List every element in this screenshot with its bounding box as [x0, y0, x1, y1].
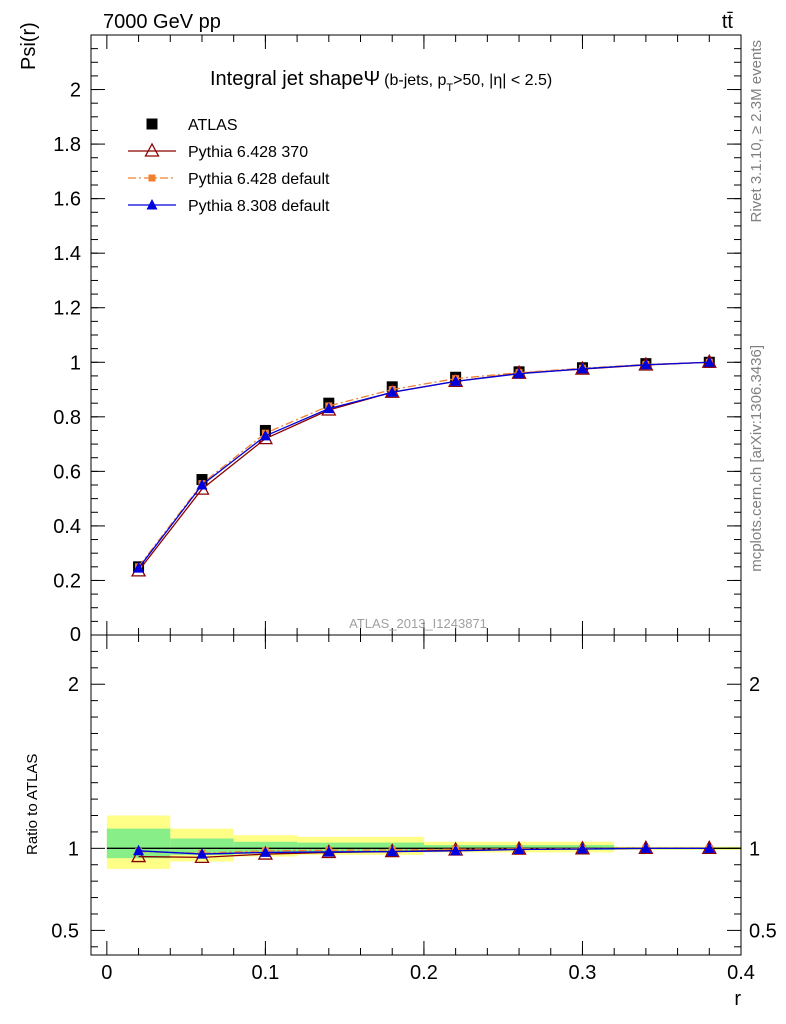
- legend-marker-pythia-8-308-default: [146, 199, 158, 210]
- main-point-pythia-8-308-default-0: [133, 562, 145, 573]
- ratio-ytick-label-right-1: 1: [749, 838, 760, 860]
- ratio-point-pythia-8-308-default-7: [576, 842, 588, 854]
- ratio-series-pythia-8-308-default: [133, 842, 715, 859]
- main-point-pythia-8-308-default-5: [450, 375, 462, 386]
- ratio-ytick-label-1: 1: [68, 838, 79, 860]
- process-label: tt̄: [722, 11, 734, 33]
- xtick-label-1: 0.1: [251, 962, 279, 984]
- main-series-atlas: [133, 356, 715, 573]
- ratio-y-axis-label: Ratio to ATLAS: [24, 754, 41, 855]
- main-point-pythia-8-308-default-8: [640, 358, 652, 370]
- legend-marker-pythia-6-428-default: [148, 174, 156, 182]
- legend-entry-atlas: ATLAS: [146, 117, 238, 134]
- ratio-ytick-label-right-2: 2: [749, 674, 760, 696]
- legend-label-pythia-6-428-default: Pythia 6.428 default: [188, 171, 330, 188]
- xtick-label-0: 0: [101, 962, 112, 984]
- main-point-pythia-8-308-default-1: [196, 479, 208, 490]
- main-line-pythia-8-308-default: [138, 361, 710, 569]
- ratio-point-pythia-8-308-default-0: [133, 844, 145, 856]
- main-ytick-label-7: 1.6: [53, 189, 81, 211]
- main-ytick-label-0: 0.2: [53, 570, 81, 592]
- main-ytick-label-3: 0.8: [53, 407, 81, 429]
- ratio-point-pythia-8-308-default-1: [196, 848, 208, 859]
- ratio-ytick-label-2: 2: [68, 674, 79, 696]
- watermark: ATLAS_2013_I1243871: [349, 616, 487, 631]
- ratio-point-pythia-8-308-default-5: [450, 844, 462, 856]
- legend-entry-pythia-6-428-370: Pythia 6.428 370: [128, 142, 308, 161]
- xtick-label-2: 0.2: [410, 962, 438, 984]
- main-ytick-label-9: 2: [70, 80, 81, 102]
- mcplots-label: mcplots.cern.ch [arXiv:1306.3436]: [748, 345, 765, 572]
- main-line-pythia-6-428-default: [138, 361, 710, 568]
- ratio-plot-panel: 0.5 0.5 1 1 2 2 0 0.1 0.2 0.3 0.4 Ratio to ATLAS r: [24, 634, 777, 1010]
- energy-label: 7000 GeV pp: [103, 11, 221, 33]
- ratio-point-pythia-8-308-default-9: [703, 842, 715, 853]
- main-point-pythia-8-308-default-4: [386, 386, 398, 397]
- chart-title: Integral jet shapeΨ (b-jets, pT>50, |η| <…: [210, 68, 552, 94]
- ratio-plot-frame: [90, 634, 742, 956]
- main-series-pythia-8-308-default: [133, 356, 715, 573]
- ratio-band-1-bin-3: [297, 842, 424, 852]
- ratio-line-pythia-8-308-default: [138, 847, 710, 855]
- main-ytick-label-8: 1.8: [53, 134, 81, 156]
- ratio-point-pythia-8-308-default-8: [640, 842, 652, 853]
- main-ytick-label-zero: 0: [70, 624, 81, 646]
- legend-label-pythia-6-428-370: Pythia 6.428 370: [188, 144, 308, 161]
- ratio-point-pythia-8-308-default-2: [259, 846, 271, 857]
- main-point-pythia-8-308-default-7: [576, 362, 588, 374]
- legend: ATLAS Pythia 6.428 370 Pythia 6.428 defaul…: [128, 117, 330, 215]
- rivet-label: Rivet 3.1.10, ≥ 2.3M events: [748, 40, 765, 223]
- legend-label-atlas: ATLAS: [188, 117, 238, 134]
- main-series-pythia-6-428-default: [135, 358, 713, 571]
- main-y-axis-label: Psi(r): [18, 22, 40, 70]
- ratio-point-pythia-8-308-default-6: [513, 843, 525, 854]
- legend-entry-pythia-6-428-default: Pythia 6.428 default: [128, 171, 330, 188]
- main-plot-panel: 0.2 0.4 0.6 0.8 1 1.2 1.4 1.6 1.8 2 0 Psi(r) ATLAS…: [18, 22, 742, 646]
- x-axis-label: r: [734, 988, 741, 1010]
- ratio-point-pythia-8-308-default-4: [386, 845, 398, 857]
- legend-marker-pythia-6-428-370: [144, 142, 160, 157]
- ratio-band-1-bin-1: [170, 838, 234, 855]
- main-ytick-label-2: 0.6: [53, 461, 81, 483]
- main-point-pythia-8-308-default-2: [259, 429, 271, 441]
- main-point-pythia-8-308-default-3: [323, 402, 335, 414]
- main-point-pythia-8-308-default-6: [513, 367, 525, 379]
- main-ytick-label-5: 1.2: [53, 298, 81, 320]
- xtick-label-4: 0.4: [727, 962, 755, 984]
- main-ytick-label-1: 0.4: [53, 516, 81, 538]
- main-ytick-label-4: 1: [70, 352, 81, 374]
- ratio-point-pythia-8-308-default-3: [323, 845, 335, 857]
- legend-marker-atlas: [146, 118, 158, 130]
- ratio-ytick-label-right-0: 0.5: [749, 920, 777, 942]
- legend-entry-pythia-8-308-default: Pythia 8.308 default: [128, 198, 330, 215]
- main-point-pythia-8-308-default-9: [703, 356, 715, 367]
- ratio-ytick-label-0: 0.5: [51, 920, 79, 942]
- legend-label-pythia-8-308-default: Pythia 8.308 default: [188, 198, 330, 215]
- xtick-label-3: 0.3: [569, 962, 597, 984]
- main-series-pythia-6-428-370: [130, 353, 717, 577]
- ratio-point-pythia-6-428-370-0: [130, 848, 147, 863]
- main-ytick-label-6: 1.4: [53, 243, 81, 265]
